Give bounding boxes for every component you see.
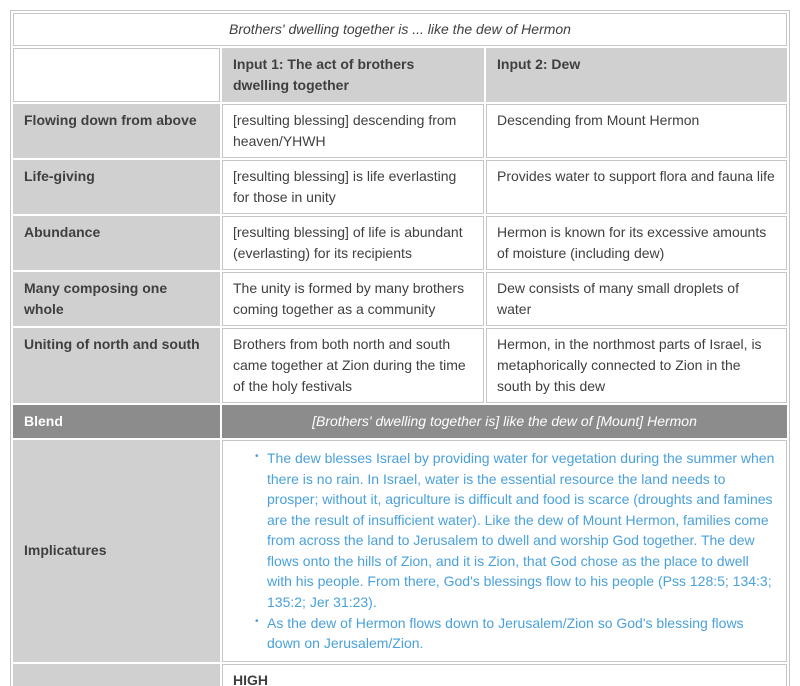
- column-header-input1: Input 1: The act of brothers dwelling to…: [222, 48, 484, 102]
- table-title: Brothers' dwelling together is ... like …: [13, 13, 787, 46]
- corner-cell: [13, 48, 220, 102]
- input1-cell: [resulting blessing] of life is abundant…: [222, 216, 484, 270]
- table-row-life-giving: Life-giving [resulting blessing] is life…: [13, 160, 787, 214]
- table-row-uniting-north-south: Uniting of north and south Brothers from…: [13, 328, 787, 403]
- feature-label: Abundance: [13, 216, 220, 270]
- input2-cell: Hermon, in the northmost parts of Israel…: [486, 328, 787, 403]
- blend-row: Blend [Brothers' dwelling together is] l…: [13, 405, 787, 438]
- implicatures-row: Implicatures The dew blesses Israel by p…: [13, 440, 787, 662]
- figure-prominence-level: HIGH: [233, 671, 268, 686]
- column-header-row: Input 1: The act of brothers dwelling to…: [13, 48, 787, 102]
- blend-label: Blend: [13, 405, 220, 438]
- input2-cell: Descending from Mount Hermon: [486, 104, 787, 158]
- figure-prominence-label: Figure Prominence: [13, 663, 220, 686]
- input1-cell: [resulting blessing] is life everlasting…: [222, 160, 484, 214]
- input1-cell: [resulting blessing] descending from hea…: [222, 104, 484, 158]
- blend-text: [Brothers' dwelling together is] like th…: [222, 405, 787, 438]
- table-row-many-composing: Many composing one whole The unity is fo…: [13, 272, 787, 326]
- input1-cell: The unity is formed by many brothers com…: [222, 272, 484, 326]
- input2-cell: Hermon is known for its excessive amount…: [486, 216, 787, 270]
- feature-label: Flowing down from above: [13, 104, 220, 158]
- feature-label: Life-giving: [13, 160, 220, 214]
- implicatures-content: The dew blesses Israel by providing wate…: [222, 440, 787, 662]
- input2-cell: Dew consists of many small droplets of w…: [486, 272, 787, 326]
- implicature-item: As the dew of Hermon flows down to Jerus…: [255, 613, 776, 654]
- input1-cell: Brothers from both north and south came …: [222, 328, 484, 403]
- column-header-input2: Input 2: Dew: [486, 48, 787, 102]
- feature-label: Uniting of north and south: [13, 328, 220, 403]
- conceptual-blend-table: Brothers' dwelling together is ... like …: [10, 10, 790, 686]
- implicatures-label: Implicatures: [13, 440, 220, 662]
- table-row-flowing-down: Flowing down from above [resulting bless…: [13, 104, 787, 158]
- table-row-abundance: Abundance [resulting blessing] of life i…: [13, 216, 787, 270]
- figure-prominence-row: Figure Prominence HIGH Although the dew …: [13, 663, 787, 686]
- input2-cell: Provides water to support flora and faun…: [486, 160, 787, 214]
- figure-prominence-content: HIGH Although the dew imagery is only ex…: [222, 663, 787, 686]
- implicature-list: The dew blesses Israel by providing wate…: [233, 448, 776, 654]
- implicature-item: The dew blesses Israel by providing wate…: [255, 448, 776, 613]
- table-title-row: Brothers' dwelling together is ... like …: [13, 13, 787, 46]
- feature-label: Many composing one whole: [13, 272, 220, 326]
